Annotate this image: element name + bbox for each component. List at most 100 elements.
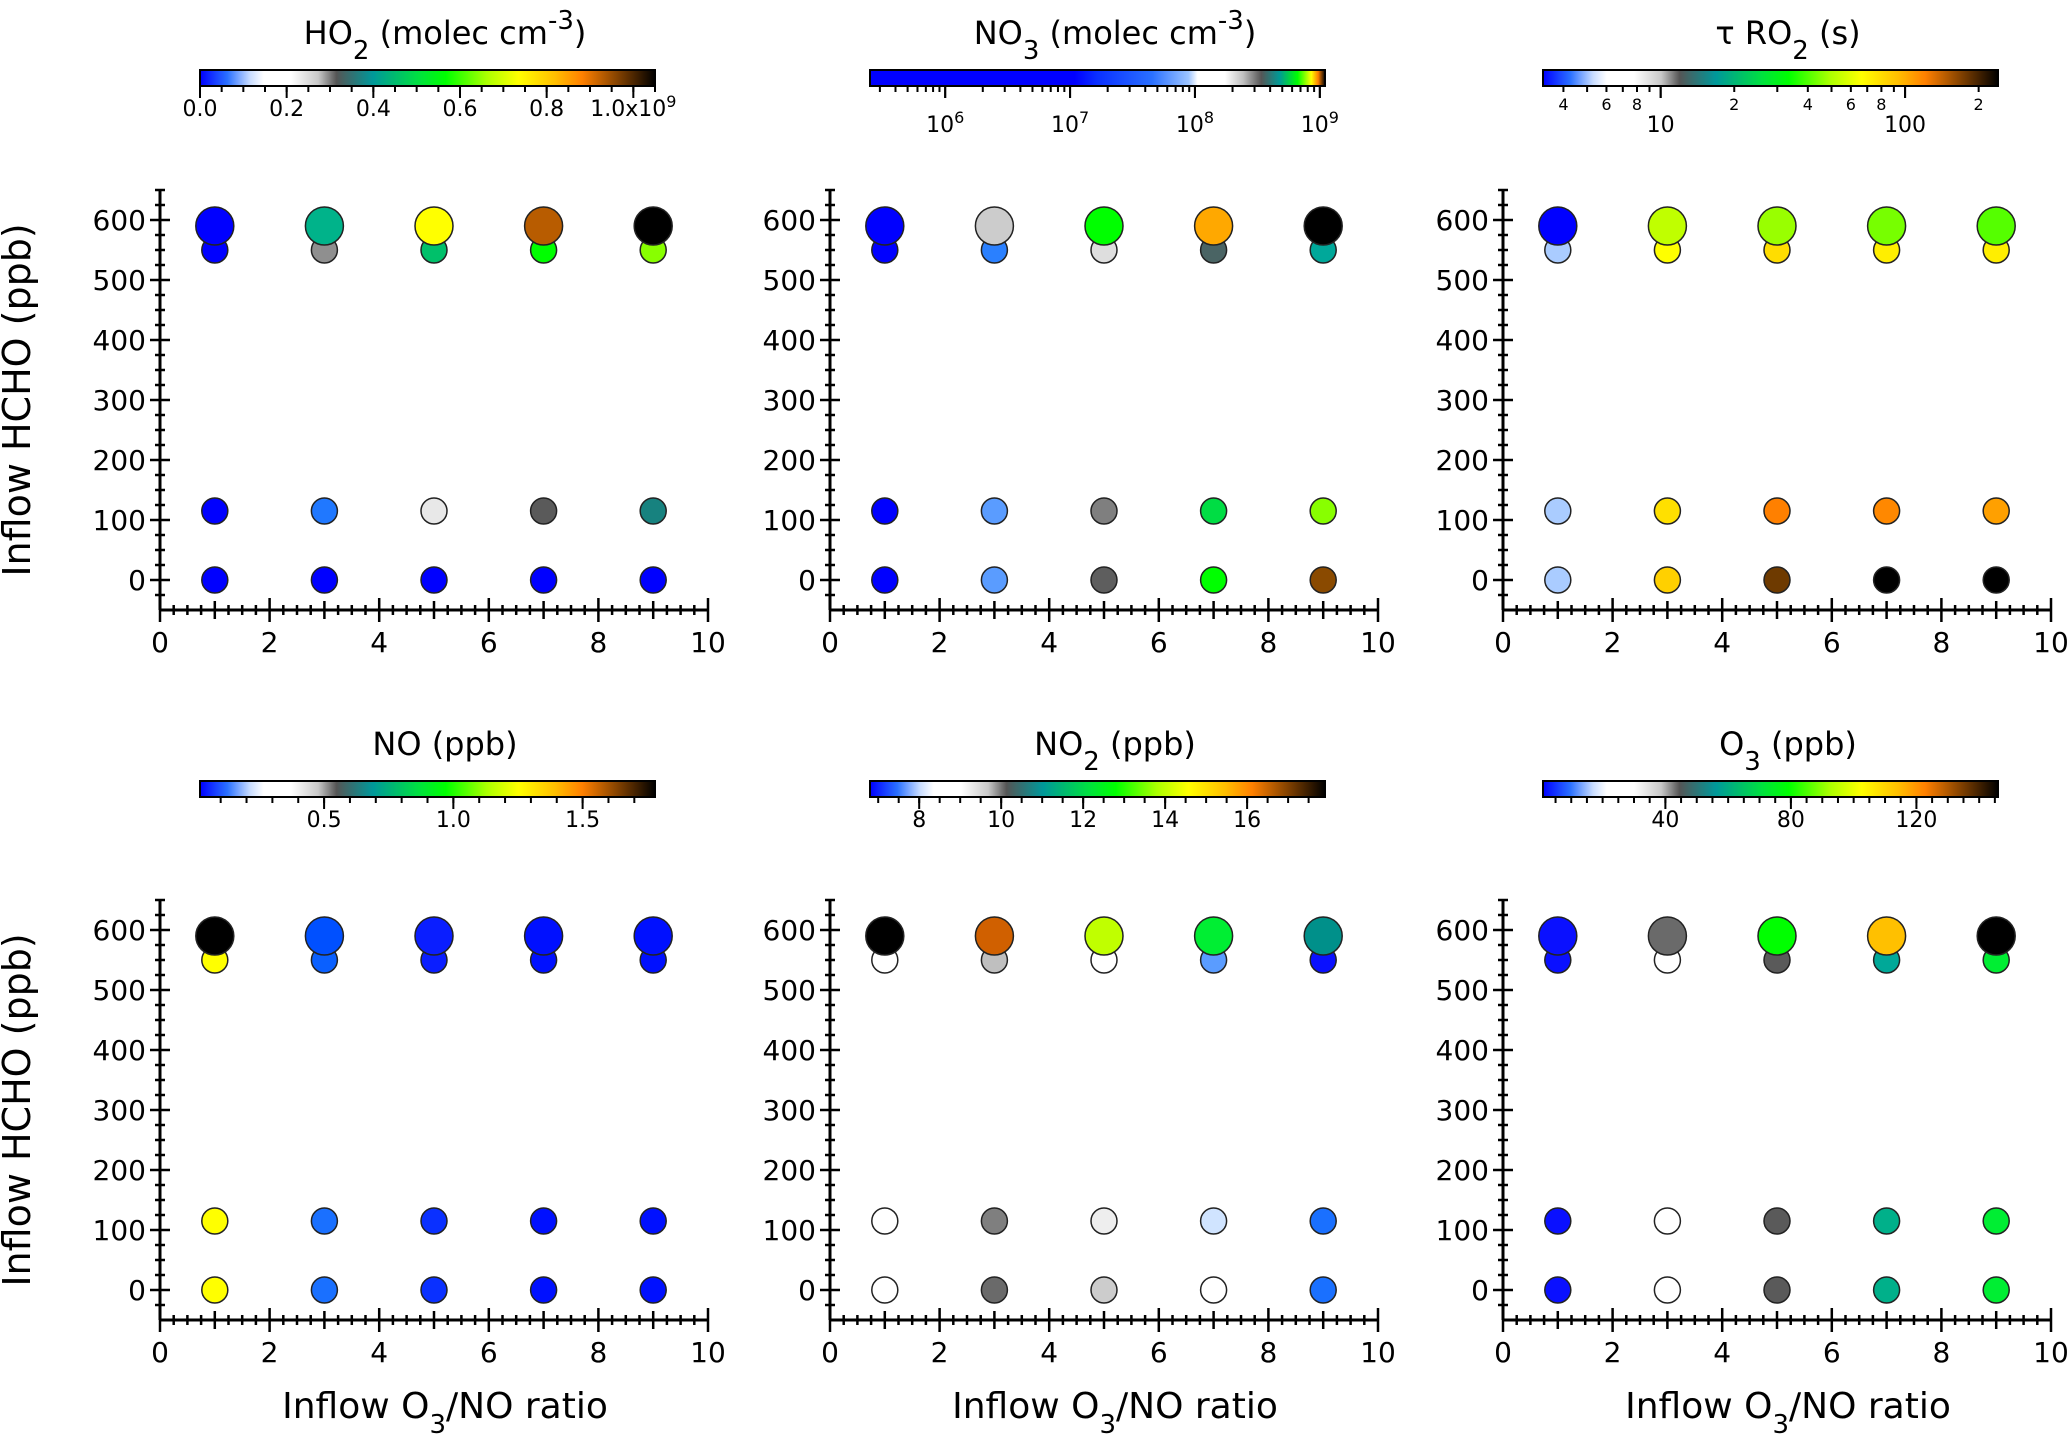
title-part: O <box>1719 725 1744 763</box>
y-tick-label: 600 <box>93 204 146 237</box>
x-tick-label: 4 <box>1040 1336 1058 1369</box>
y-tick-label: 300 <box>93 384 146 417</box>
colorbar-minor-label: 6 <box>1601 95 1611 114</box>
data-point-no2-y115-x9 <box>1309 1207 1337 1235</box>
x-tick-label: 8 <box>1259 626 1277 659</box>
tick-label-exponent: 7 <box>1079 108 1089 127</box>
colorbar-no <box>199 780 656 798</box>
title-part: 2 <box>1792 36 1809 66</box>
colorbar-tick-label: 0.0 <box>183 97 218 122</box>
title-part: NO (ppb) <box>372 725 517 763</box>
xlabel-part: Inflow O <box>952 1386 1099 1427</box>
data-point-tau_ro2-y115-x3 <box>1653 497 1682 525</box>
data-point-o3-y115-x3 <box>1653 1207 1682 1235</box>
y-tick-label: 0 <box>1471 564 1489 597</box>
y-tick-label: 300 <box>763 1094 816 1127</box>
x-tick-label: 10 <box>690 626 726 659</box>
data-point-o3-y115-x5 <box>1763 1207 1791 1235</box>
colorbar-no3 <box>869 69 1326 87</box>
data-point-ho2-y590-x9 <box>633 206 673 246</box>
colorbar-tick-label: 14 <box>1151 808 1179 833</box>
data-point-no-y115-x3 <box>310 1207 339 1235</box>
title-part: 3 <box>1744 747 1761 777</box>
colorbar-tick-label: 0.4 <box>356 97 391 122</box>
x-tick-label: 10 <box>1360 626 1396 659</box>
title-part: -3 <box>1218 6 1244 36</box>
x-axis-label: Inflow O3/NO ratio <box>952 1386 1278 1440</box>
tick-label-exponent: 9 <box>1329 108 1339 127</box>
x-tick-label: 0 <box>1494 1336 1512 1369</box>
data-point-no2-y590-x5 <box>1084 916 1124 956</box>
xlabel-part: 3 <box>1772 1410 1789 1440</box>
x-tick-label: 2 <box>1604 626 1622 659</box>
data-point-no3-y0-x3 <box>980 566 1009 594</box>
colorbar-minor-label: 8 <box>1632 95 1642 114</box>
tick-label-base: 100 <box>1884 113 1926 138</box>
y-tick-label: 500 <box>93 974 146 1007</box>
title-part: (molec cm <box>369 14 548 52</box>
data-point-ho2-y115-x7 <box>529 497 558 525</box>
x-tick-label: 10 <box>2033 626 2067 659</box>
data-point-tau_ro2-y590-x5 <box>1757 206 1797 246</box>
y-tick-label: 300 <box>763 384 816 417</box>
title-part: ) <box>574 14 586 52</box>
panel-ho2: HO2 (molec cm-3)0.0 0.2 0.4 0.6 0.8 1.0x10901… <box>93 6 726 659</box>
colorbar-tick-label: 0.6 <box>443 97 478 122</box>
data-point-no3-y590-x1 <box>865 206 905 246</box>
data-point-tau_ro2-y590-x3 <box>1647 206 1688 246</box>
data-point-no3-y590-x5 <box>1084 206 1124 246</box>
data-point-o3-y0-x7 <box>1872 1276 1901 1304</box>
x-tick-label: 2 <box>931 1336 949 1369</box>
data-point-no3-y115-x5 <box>1090 497 1118 525</box>
tick-label-base: 0.5 <box>307 808 342 833</box>
y-tick-label: 500 <box>763 974 816 1007</box>
data-point-tau_ro2-y115-x7 <box>1872 497 1901 525</box>
y-tick-label: 100 <box>1436 504 1489 537</box>
data-point-o3-y0-x5 <box>1763 1276 1791 1304</box>
data-point-o3-y590-x5 <box>1757 916 1797 956</box>
data-point-ho2-y115-x9 <box>639 497 667 525</box>
x-tick-label: 0 <box>151 626 169 659</box>
data-point-tau_ro2-y115-x1 <box>1544 497 1572 525</box>
data-point-no-y0-x5 <box>420 1276 448 1304</box>
panel-no3: NO3 (molec cm-3)106 107 108 109010020030040… <box>763 6 1396 659</box>
data-point-no3-y590-x3 <box>974 206 1015 246</box>
panel-title-o3: O3 (ppb) <box>1719 725 1857 777</box>
xlabel-part: /NO ratio <box>1789 1386 1951 1427</box>
tick-label-base: 40 <box>1651 808 1679 833</box>
colorbar-tick-label: 1.0 <box>436 808 471 833</box>
colorbar-minor-label: 4 <box>1558 95 1568 114</box>
x-axis-label: Inflow O3/NO ratio <box>1625 1386 1951 1440</box>
y-tick-label: 0 <box>798 564 816 597</box>
panels-group: HO2 (molec cm-3)0.0 0.2 0.4 0.6 0.8 1.0x10901… <box>93 6 2067 1440</box>
y-tick-label: 100 <box>763 504 816 537</box>
data-point-no3-y115-x3 <box>980 497 1009 525</box>
tick-label-base: 0.4 <box>356 97 391 122</box>
data-point-no-y115-x9 <box>639 1207 667 1235</box>
y-tick-label: 600 <box>1436 914 1489 947</box>
y-tick-label: 0 <box>128 564 146 597</box>
xlabel-part: /NO ratio <box>1116 1386 1278 1427</box>
data-point-o3-y0-x3 <box>1653 1276 1682 1304</box>
data-point-tau_ro2-y0-x5 <box>1763 566 1791 594</box>
panel-title-no3: NO3 (molec cm-3) <box>974 6 1257 66</box>
y-tick-label: 0 <box>1471 1274 1489 1307</box>
data-point-o3-y590-x3 <box>1647 916 1688 956</box>
y-tick-label: 400 <box>763 1034 816 1067</box>
colorbar-o3 <box>1542 780 1999 798</box>
data-point-o3-y0-x1 <box>1544 1276 1572 1304</box>
colorbar-tick-label: 100 <box>1884 113 1926 138</box>
data-point-ho2-y0-x1 <box>201 566 229 594</box>
x-axis-label: Inflow O3/NO ratio <box>282 1386 608 1440</box>
x-tick-label: 4 <box>370 1336 388 1369</box>
colorbar-tick-label: 0.8 <box>529 97 564 122</box>
tick-label-base: 10 <box>926 113 954 138</box>
data-point-no2-y115-x3 <box>980 1207 1009 1235</box>
y-tick-label: 100 <box>1436 1214 1489 1247</box>
title-part: 2 <box>1083 747 1100 777</box>
title-part: ) <box>1244 14 1256 52</box>
data-point-no3-y590-x9 <box>1303 206 1343 246</box>
colorbar-minor-label: 2 <box>1729 95 1739 114</box>
